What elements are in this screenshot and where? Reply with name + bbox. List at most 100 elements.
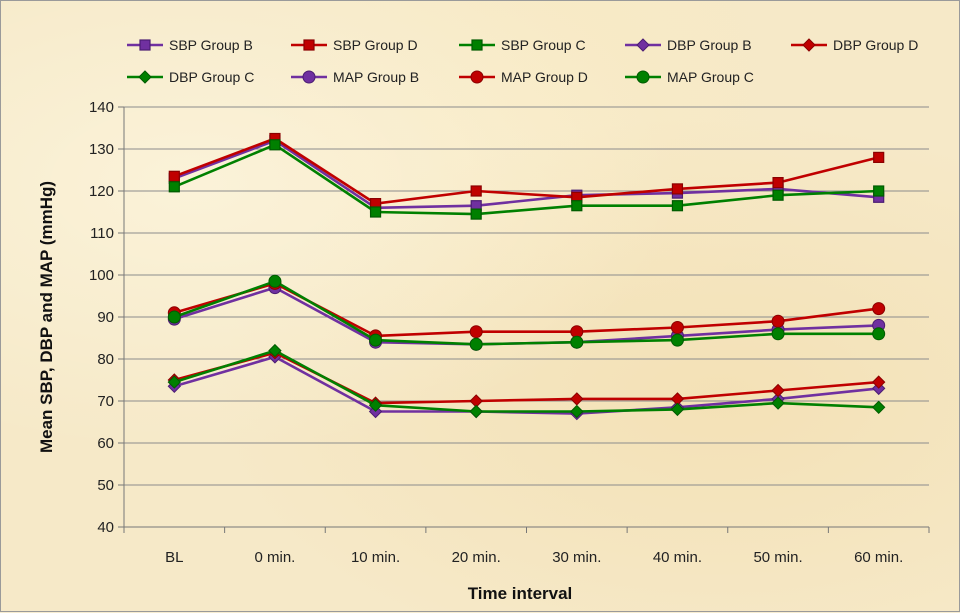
- x-tick-label: BL: [165, 549, 183, 566]
- legend-marker: [471, 39, 483, 51]
- legend-label: SBP Group D: [333, 37, 418, 53]
- y-tick-label: 40: [97, 519, 114, 536]
- legend-label: DBP Group B: [667, 37, 752, 53]
- legend-label: MAP Group D: [501, 69, 588, 85]
- data-point: [771, 396, 785, 410]
- x-tick-label: 0 min.: [255, 549, 296, 566]
- x-tick-label: 60 min.: [854, 549, 903, 566]
- legend-marker: [636, 70, 650, 84]
- y-tick-label: 110: [90, 225, 114, 242]
- x-tick-label: 20 min.: [452, 549, 501, 566]
- data-point: [570, 335, 584, 349]
- legend-entry: MAP Group C: [625, 69, 754, 85]
- y-tick-label: 80: [97, 351, 114, 368]
- series-dbp-group-c: [167, 343, 886, 419]
- x-tick-label: 40 min.: [653, 549, 702, 566]
- data-point: [369, 206, 382, 218]
- series-map-group-c: [167, 274, 886, 351]
- data-point: [570, 392, 584, 406]
- legend: SBP Group B SBP Group D SBP Group C DBP Gro…: [127, 37, 918, 85]
- data-point: [469, 325, 483, 339]
- legend-marker: [802, 38, 816, 52]
- y-tick-label: 140: [89, 99, 114, 116]
- data-point: [772, 177, 784, 189]
- data-point: [168, 181, 180, 193]
- series-sbp-group-c: [168, 139, 885, 220]
- series-line: [173, 143, 879, 216]
- x-tick-label: 50 min.: [753, 549, 802, 566]
- x-tick-label: 10 min.: [351, 549, 400, 566]
- data-point: [369, 333, 383, 347]
- legend-entry: DBP Group B: [625, 37, 752, 53]
- data-point: [671, 183, 684, 195]
- data-point: [168, 170, 180, 182]
- data-point: [872, 302, 886, 316]
- x-tick-label: 30 min.: [552, 549, 601, 566]
- data-point: [167, 310, 181, 324]
- data-point: [873, 185, 885, 197]
- legend-label: MAP Group B: [333, 69, 419, 85]
- gridlines: [124, 106, 929, 486]
- data-point: [871, 375, 886, 389]
- legend-label: SBP Group B: [169, 37, 253, 53]
- series-line: [173, 137, 880, 205]
- series-line: [173, 139, 879, 210]
- y-tick-label: 120: [89, 183, 114, 200]
- series-line: [173, 355, 879, 415]
- data-point: [368, 398, 383, 412]
- y-tick-label: 50: [97, 477, 114, 494]
- series-layer: [167, 132, 886, 421]
- x-axis-title: Time interval: [468, 584, 573, 603]
- legend-marker: [138, 70, 152, 84]
- series-sbp-group-d: [168, 132, 885, 210]
- legend-marker: [470, 70, 484, 84]
- data-point: [771, 327, 785, 341]
- legend-entry: MAP Group B: [291, 69, 419, 85]
- data-point: [167, 375, 182, 389]
- data-point: [771, 383, 785, 398]
- data-point: [873, 151, 885, 163]
- data-point: [570, 404, 584, 419]
- y-tick-label: 100: [89, 267, 114, 284]
- y-tick-label: 70: [97, 393, 114, 410]
- y-tick-label: 130: [89, 141, 114, 158]
- series-line: [173, 349, 879, 413]
- data-point: [269, 139, 281, 151]
- data-point: [670, 402, 685, 417]
- axes: 40 50 60 70 80 90 100 110 120 130 140 BL 0 min. 10 mi…: [89, 99, 930, 566]
- legend-marker: [139, 39, 151, 51]
- data-point: [772, 189, 784, 201]
- data-point: [268, 274, 282, 288]
- data-point: [469, 337, 483, 351]
- legend-entry: MAP Group D: [459, 69, 588, 85]
- data-point: [571, 200, 583, 212]
- data-point: [470, 208, 482, 220]
- data-point: [671, 200, 684, 212]
- legend-marker: [303, 39, 315, 51]
- y-tick-label: 60: [97, 435, 114, 452]
- legend-label: DBP Group C: [169, 69, 254, 85]
- legend-marker: [636, 38, 650, 52]
- data-point: [470, 185, 482, 197]
- data-point: [670, 321, 684, 334]
- legend-entry: SBP Group B: [127, 37, 253, 53]
- data-point: [670, 333, 684, 347]
- legend-label: MAP Group C: [667, 69, 754, 85]
- series-line: [173, 279, 879, 346]
- legend-entry: DBP Group C: [127, 69, 254, 85]
- legend-entry: DBP Group D: [791, 37, 918, 53]
- legend-entry: SBP Group D: [291, 37, 418, 53]
- data-point: [771, 314, 785, 328]
- data-point: [268, 343, 282, 358]
- legend-entry: SBP Group C: [459, 37, 586, 53]
- legend-marker: [302, 70, 316, 84]
- legend-label: SBP Group C: [501, 37, 586, 53]
- data-point: [469, 404, 483, 419]
- y-axis-title: Mean SBP, DBP and MAP (mmHg): [37, 181, 56, 453]
- data-point: [872, 327, 886, 341]
- y-tick-label: 90: [97, 309, 114, 326]
- data-point: [871, 400, 886, 415]
- legend-label: DBP Group D: [833, 37, 918, 53]
